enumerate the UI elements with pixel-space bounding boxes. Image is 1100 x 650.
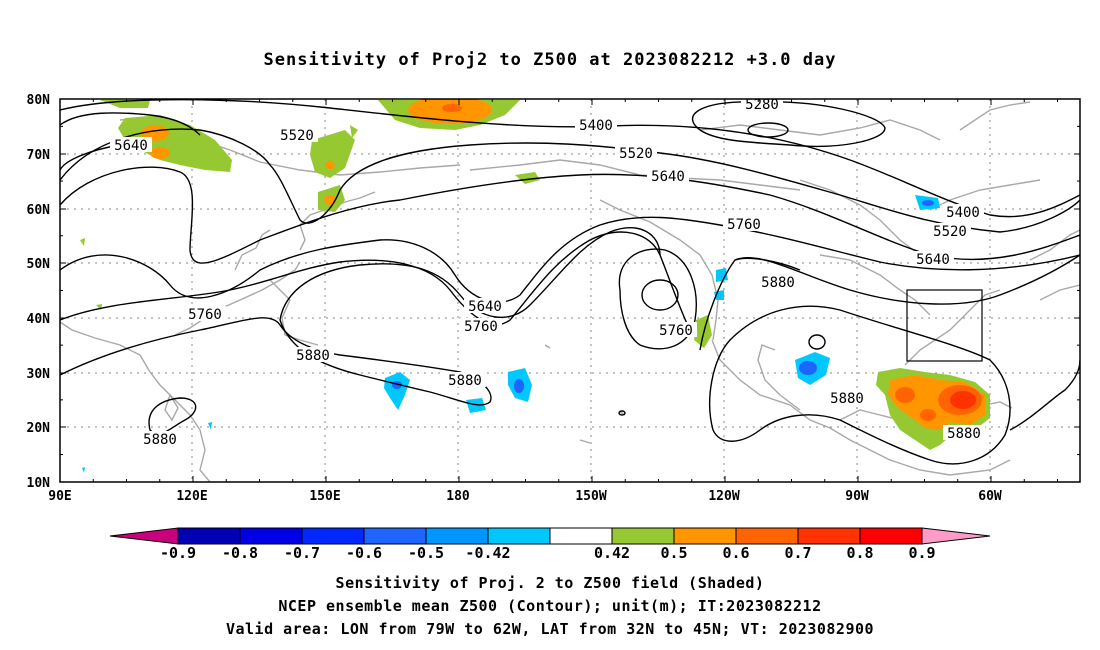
contour-labels: 5280 5400 5400 5520 5520 5520 5640 5640 5640 5640…: [110, 97, 985, 448]
contour-label-bg: [757, 274, 799, 289]
colorbar-label: -0.7: [284, 544, 320, 562]
contour-label: 5880: [296, 348, 330, 364]
colorbar-label: -0.5: [408, 544, 444, 562]
colorbar-swatch: [549, 527, 613, 545]
contour-label: 5640: [114, 138, 148, 154]
contour-label-bg: [615, 145, 657, 160]
contour-label-bg: [723, 216, 765, 231]
colorbar-label: 0.9: [908, 544, 935, 562]
caption-valid-area: Valid area: LON from 79W to 62W, LAT fro…: [225, 620, 875, 638]
contour-label: 5760: [188, 307, 222, 323]
longitude-label: 150W: [575, 489, 606, 504]
latitude-label: 50N: [27, 257, 51, 272]
colorbar-swatch: [673, 527, 737, 545]
contour-label: 5520: [933, 224, 967, 240]
contour-label-bg: [139, 431, 181, 446]
latitude-label: 80N: [27, 93, 51, 108]
colorbar-label: 0.42: [594, 544, 630, 562]
contour-label-bg: [444, 372, 486, 387]
latitude-label: 70N: [27, 148, 51, 163]
colorbar-swatch: [363, 527, 427, 545]
contour-label-bg: [943, 425, 985, 440]
contour-label: 5880: [830, 391, 864, 407]
longitude-label: 120E: [176, 489, 207, 504]
colorbar-swatch: [239, 527, 303, 545]
colorbar-label: -0.42: [465, 544, 510, 562]
contour-label: 5760: [464, 319, 498, 335]
colorbar-label: -0.6: [346, 544, 382, 562]
contour-label: 5520: [619, 146, 653, 162]
contour-label: 5520: [280, 128, 314, 144]
colorbar-label: -0.8: [222, 544, 258, 562]
colorbar-label: -0.9: [160, 544, 196, 562]
colorbar-swatch: [797, 527, 861, 545]
colorbar-swatch: [735, 527, 799, 545]
longitude-label: 60W: [978, 489, 1002, 504]
longitude-label: 180: [446, 489, 470, 504]
colorbar-swatch: [859, 527, 923, 545]
latitude-label: 60N: [27, 203, 51, 218]
contour-label-bg: [929, 223, 971, 238]
colorbar-label: 0.5: [660, 544, 687, 562]
colorbar: [109, 527, 991, 545]
contour-label: 5400: [946, 205, 980, 221]
contour-label: 5880: [143, 432, 177, 448]
colorbar-swatch: [177, 527, 241, 545]
contour-label: 5880: [761, 275, 795, 291]
contour-label: 5880: [947, 426, 981, 442]
latitude-label: 30N: [27, 367, 51, 382]
colorbar-label: 0.7: [784, 544, 811, 562]
contour-label-bg: [292, 347, 334, 362]
colorbar-swatch: [611, 527, 675, 545]
contour-label-bg: [741, 99, 783, 111]
colorbar-labels: -0.9 -0.8 -0.7 -0.6 -0.5 -0.42 0.42 0.5 0.6 0.7 0.…: [160, 544, 936, 562]
contour-label-bg: [655, 322, 697, 337]
map-title: Sensitivity of Proj2 to Z500 at 20230822…: [263, 50, 837, 70]
contour-label-bg: [826, 390, 868, 405]
contour-label: 5760: [727, 217, 761, 233]
valid-area-box: [906, 289, 983, 362]
contour-label: 5760: [659, 323, 693, 339]
latitude-label: 40N: [27, 312, 51, 327]
caption-shading: Sensitivity of Proj. 2 to Z500 field (Sh…: [335, 574, 765, 592]
contour-label-bg: [110, 137, 152, 152]
contour-label-bg: [464, 298, 506, 313]
longitude-labels: 90E 120E 150E 180 150W 120W 90W 60W: [48, 489, 1002, 504]
contour-label-bg: [184, 306, 226, 321]
colorbar-over-triangle: [921, 527, 991, 545]
colorbar-swatch: [425, 527, 489, 545]
colorbar-under-triangle: [109, 527, 179, 545]
z500-contours: [60, 99, 1080, 465]
contour-label: 5880: [448, 373, 482, 389]
contour-label: 5280: [745, 97, 779, 113]
colorbar-swatch: [487, 527, 551, 545]
longitude-label: 90E: [48, 489, 71, 504]
contour-label-bg: [912, 251, 954, 266]
latitude-labels: 80N 70N 60N 50N 40N 30N 20N 10N: [27, 93, 51, 491]
longitude-label: 120W: [708, 489, 739, 504]
latitude-label: 10N: [27, 476, 51, 491]
contour-label-bg: [460, 318, 502, 333]
contour-label-bg: [276, 127, 318, 142]
colorbar-swatch: [301, 527, 365, 545]
colorbar-label: 0.6: [722, 544, 749, 562]
contour-label: 5640: [916, 252, 950, 268]
contour-label-bg: [575, 117, 617, 132]
longitude-label: 150E: [309, 489, 340, 504]
contour-label: 5400: [579, 118, 613, 134]
longitude-label: 90W: [845, 489, 869, 504]
contour-label: 5640: [651, 169, 685, 185]
colorbar-label: 0.8: [846, 544, 873, 562]
contour-label: 5640: [468, 299, 502, 315]
contour-label-bg: [942, 204, 984, 219]
latitude-label: 20N: [27, 421, 51, 436]
caption-contour: NCEP ensemble mean Z500 (Contour); unit(…: [278, 597, 822, 615]
tick-marks: [59, 98, 1080, 483]
contour-label-bg: [647, 168, 689, 183]
